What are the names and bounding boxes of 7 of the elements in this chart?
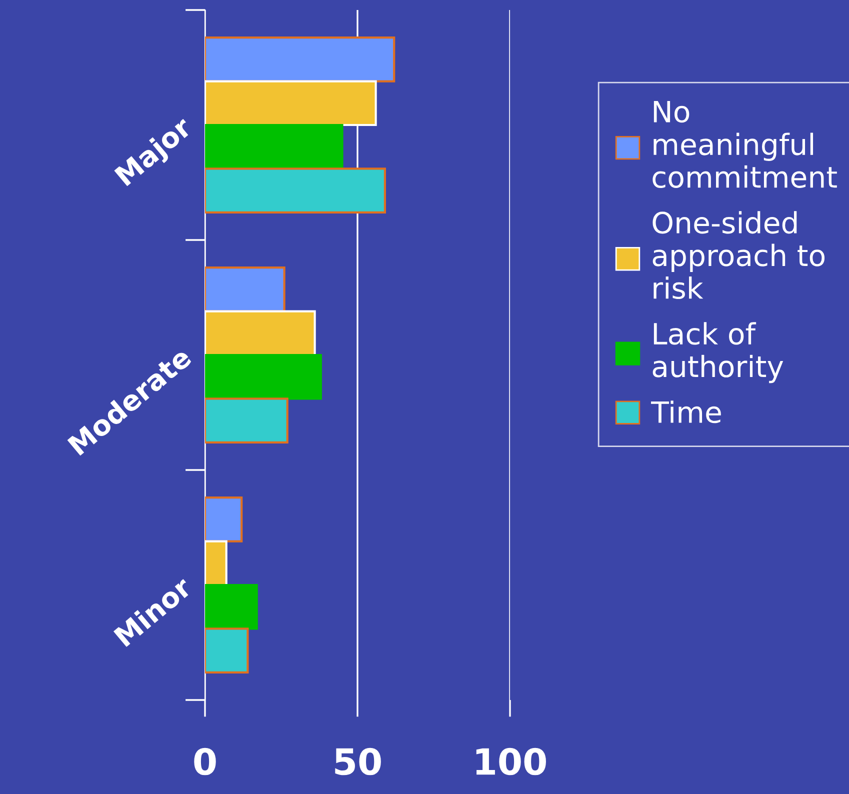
x-tick-label: 0 [194,748,216,776]
x-tick-label: 100 [476,748,546,776]
x-tick-label: 50 [335,748,381,776]
legend-label: Lack of authority [652,322,784,384]
legend-label: One-sided approach to risk [652,211,825,300]
legend-label: No meaningful commitment [652,100,837,188]
legend-label: Time [650,400,721,424]
